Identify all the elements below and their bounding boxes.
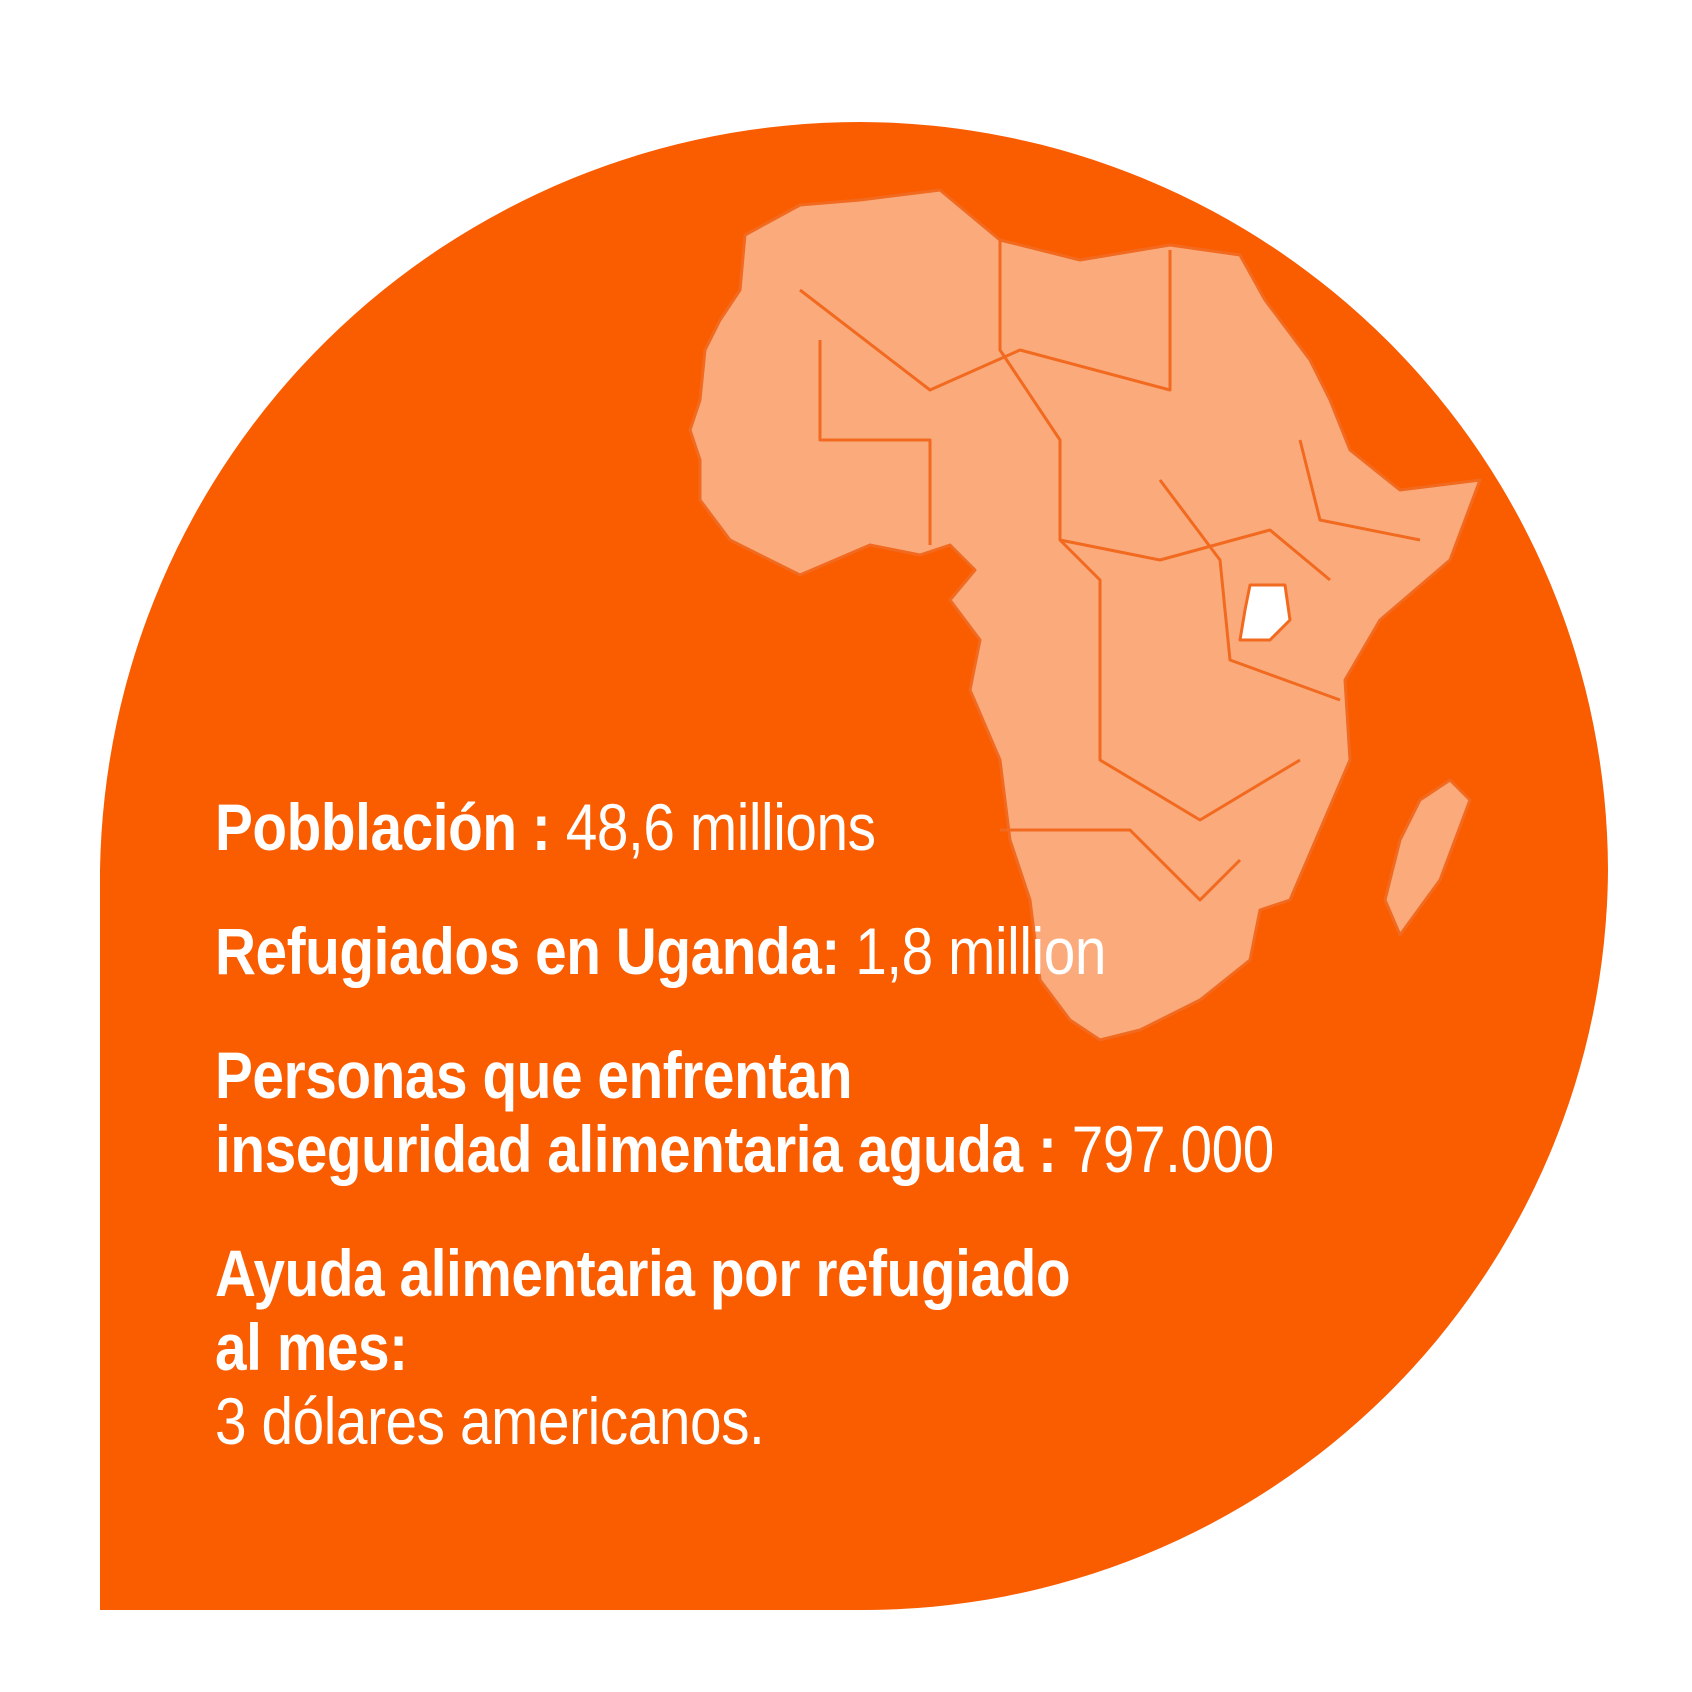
uganda bbox=[1238, 583, 1292, 642]
stat-value: 1,8 million bbox=[855, 914, 1107, 988]
stat-label: al mes: bbox=[215, 1310, 408, 1384]
stat-label: Ayuda alimentaria por refugiado bbox=[215, 1236, 1071, 1310]
africa-map bbox=[688, 188, 1482, 1042]
stat-line: Personas que enfrentan bbox=[215, 1038, 1274, 1112]
stat: Personas que enfrentan inseguridad alimen… bbox=[215, 1038, 1446, 1186]
borders bbox=[1000, 828, 1242, 902]
spacer bbox=[215, 864, 1446, 914]
borders bbox=[799, 250, 1172, 392]
stat-label: Pobblación : bbox=[215, 790, 551, 864]
spacer bbox=[215, 1186, 1446, 1236]
stat-value: 797.000 bbox=[1071, 1112, 1275, 1186]
spacer bbox=[215, 988, 1446, 1038]
borders bbox=[1298, 439, 1421, 542]
stat-line: Ayuda alimentaria por refugiado bbox=[215, 1236, 1274, 1310]
stat-line: Refugiados en Uganda: 1,8 million bbox=[215, 914, 1274, 988]
stat-label: inseguridad alimentaria aguda : bbox=[215, 1112, 1057, 1186]
borders bbox=[818, 340, 932, 545]
stat-line: inseguridad alimentaria aguda : 797.000 bbox=[215, 1112, 1274, 1186]
stat: Refugiados en Uganda: 1,8 million bbox=[215, 914, 1446, 988]
borders bbox=[1158, 479, 1341, 702]
africa bbox=[688, 188, 1482, 1042]
stat-line: Pobblación : 48,6 millions bbox=[215, 790, 1274, 864]
stats: Pobblación : 48,6 millions Refugiados en … bbox=[215, 790, 1446, 1458]
stat: Pobblación : 48,6 millions bbox=[215, 790, 1446, 864]
stat-value: 3 dólares americanos. bbox=[215, 1384, 765, 1458]
borders bbox=[1058, 538, 1301, 822]
stat-line: al mes: bbox=[215, 1310, 1274, 1384]
madagascar bbox=[1383, 778, 1472, 937]
stat-label: Refugiados en Uganda: bbox=[215, 914, 840, 988]
stat-value: 48,6 millions bbox=[565, 790, 876, 864]
stat-label: Personas que enfrentan bbox=[215, 1038, 853, 1112]
stat-line: 3 dólares americanos. bbox=[215, 1384, 1274, 1458]
stat: Ayuda alimentaria por refugiado al mes: 3 … bbox=[215, 1236, 1446, 1458]
